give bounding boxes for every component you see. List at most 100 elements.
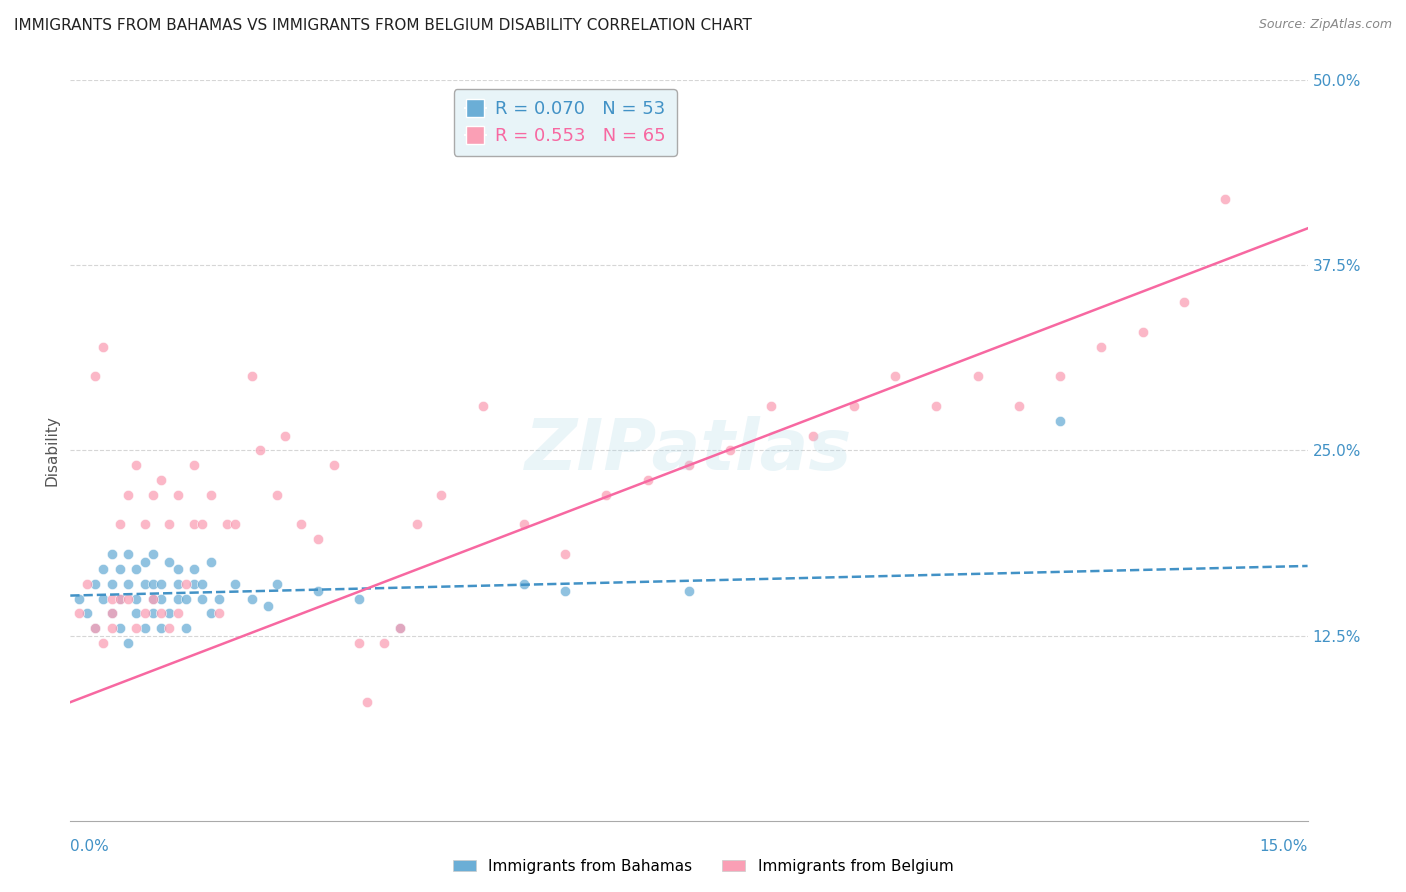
- Legend: R = 0.070   N = 53, R = 0.553   N = 65: R = 0.070 N = 53, R = 0.553 N = 65: [454, 89, 676, 156]
- Point: [240, 369, 263, 384]
- Point: [125, 607, 148, 621]
- Point: [91, 562, 114, 576]
- Point: [108, 591, 131, 606]
- Point: [224, 576, 246, 591]
- Point: [307, 584, 329, 599]
- Point: [166, 576, 188, 591]
- Point: [554, 547, 576, 561]
- Point: [117, 547, 139, 561]
- Point: [183, 458, 205, 473]
- Point: [200, 607, 222, 621]
- Point: [134, 517, 156, 532]
- Point: [150, 591, 173, 606]
- Point: [200, 488, 222, 502]
- Point: [637, 473, 659, 487]
- Point: [274, 428, 297, 442]
- Point: [389, 621, 412, 635]
- Point: [1049, 414, 1071, 428]
- Point: [678, 584, 700, 599]
- Point: [150, 607, 173, 621]
- Point: [554, 584, 576, 599]
- Point: [966, 369, 988, 384]
- Point: [183, 517, 205, 532]
- Point: [150, 576, 173, 591]
- Point: [134, 576, 156, 591]
- Point: [100, 621, 122, 635]
- Point: [200, 555, 222, 569]
- Point: [108, 562, 131, 576]
- Point: [678, 458, 700, 473]
- Point: [134, 621, 156, 635]
- Point: [76, 607, 98, 621]
- Point: [108, 591, 131, 606]
- Point: [183, 576, 205, 591]
- Point: [471, 399, 494, 413]
- Point: [240, 591, 263, 606]
- Point: [595, 488, 617, 502]
- Point: [801, 428, 824, 442]
- Point: [84, 369, 107, 384]
- Point: [117, 591, 139, 606]
- Point: [142, 591, 165, 606]
- Point: [84, 621, 107, 635]
- Point: [125, 591, 148, 606]
- Point: [157, 517, 180, 532]
- Point: [347, 591, 370, 606]
- Point: [513, 517, 536, 532]
- Point: [100, 591, 122, 606]
- Point: [513, 576, 536, 591]
- Point: [166, 607, 188, 621]
- Point: [142, 607, 165, 621]
- Point: [84, 576, 107, 591]
- Point: [191, 591, 214, 606]
- Text: 15.0%: 15.0%: [1260, 839, 1308, 855]
- Point: [215, 517, 238, 532]
- Point: [347, 636, 370, 650]
- Point: [166, 591, 188, 606]
- Text: 0.0%: 0.0%: [70, 839, 110, 855]
- Point: [125, 458, 148, 473]
- Point: [157, 555, 180, 569]
- Point: [134, 555, 156, 569]
- Point: [100, 607, 122, 621]
- Point: [208, 607, 231, 621]
- Point: [84, 621, 107, 635]
- Point: [117, 636, 139, 650]
- Point: [157, 607, 180, 621]
- Point: [134, 607, 156, 621]
- Point: [191, 576, 214, 591]
- Point: [125, 621, 148, 635]
- Point: [290, 517, 312, 532]
- Point: [266, 488, 288, 502]
- Point: [1008, 399, 1031, 413]
- Point: [208, 591, 231, 606]
- Point: [191, 517, 214, 532]
- Point: [1132, 325, 1154, 339]
- Point: [925, 399, 948, 413]
- Point: [373, 636, 395, 650]
- Point: [125, 562, 148, 576]
- Point: [117, 576, 139, 591]
- Point: [91, 340, 114, 354]
- Point: [1173, 295, 1195, 310]
- Text: ZIPatlas: ZIPatlas: [526, 416, 852, 485]
- Point: [67, 607, 90, 621]
- Point: [430, 488, 453, 502]
- Point: [257, 599, 280, 613]
- Text: Source: ZipAtlas.com: Source: ZipAtlas.com: [1258, 18, 1392, 31]
- Point: [323, 458, 346, 473]
- Point: [174, 591, 197, 606]
- Point: [761, 399, 783, 413]
- Point: [117, 488, 139, 502]
- Point: [150, 621, 173, 635]
- Point: [389, 621, 412, 635]
- Point: [249, 443, 271, 458]
- Point: [1049, 369, 1071, 384]
- Point: [266, 576, 288, 591]
- Point: [884, 369, 907, 384]
- Point: [100, 576, 122, 591]
- Point: [183, 562, 205, 576]
- Point: [142, 576, 165, 591]
- Point: [718, 443, 741, 458]
- Point: [100, 607, 122, 621]
